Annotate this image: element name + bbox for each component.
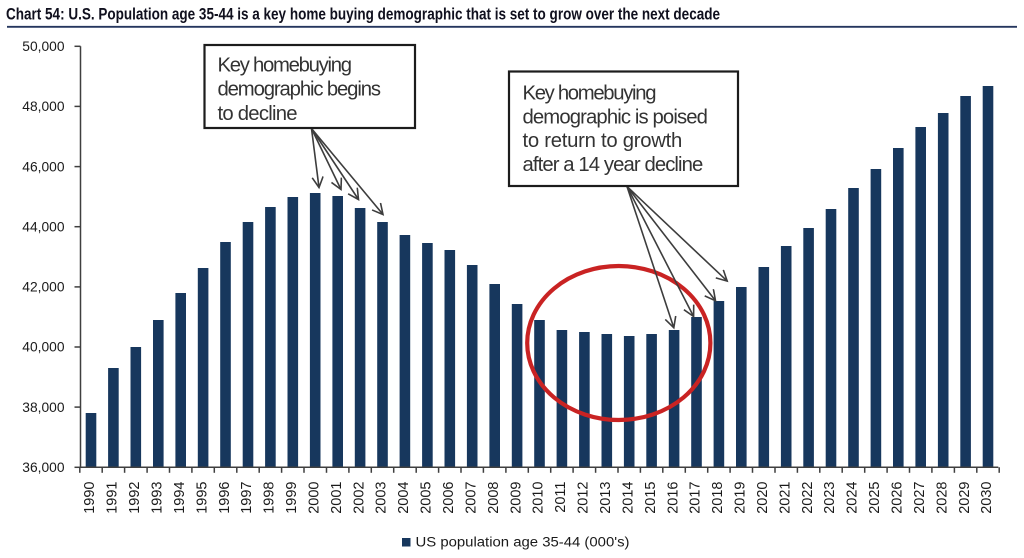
- svg-text:2016: 2016: [665, 482, 681, 514]
- svg-text:2028: 2028: [934, 482, 950, 514]
- svg-text:2019: 2019: [733, 482, 749, 514]
- svg-text:to return to growth: to return to growth: [523, 130, 683, 152]
- svg-text:2004: 2004: [396, 482, 412, 514]
- svg-text:46,000: 46,000: [22, 159, 65, 174]
- svg-text:2029: 2029: [957, 482, 973, 514]
- svg-text:2023: 2023: [822, 482, 838, 514]
- svg-text:2005: 2005: [419, 482, 435, 514]
- svg-text:2011: 2011: [553, 482, 569, 513]
- svg-text:1993: 1993: [150, 482, 166, 514]
- svg-text:2000: 2000: [306, 482, 322, 514]
- svg-text:2030: 2030: [979, 482, 995, 514]
- svg-text:US population age 35-44 (000's: US population age 35-44 (000's): [416, 535, 630, 551]
- svg-text:1990: 1990: [82, 482, 98, 514]
- svg-text:1994: 1994: [172, 482, 188, 514]
- svg-text:36,000: 36,000: [22, 460, 65, 475]
- svg-text:2024: 2024: [845, 482, 861, 514]
- svg-text:2006: 2006: [441, 482, 457, 514]
- svg-text:2008: 2008: [486, 482, 502, 514]
- svg-text:1992: 1992: [127, 482, 143, 514]
- svg-text:2003: 2003: [374, 482, 390, 514]
- svg-text:44,000: 44,000: [22, 219, 65, 234]
- svg-text:2012: 2012: [576, 482, 592, 514]
- svg-text:2001: 2001: [329, 482, 345, 514]
- svg-text:40,000: 40,000: [22, 340, 65, 355]
- svg-text:2002: 2002: [351, 482, 367, 514]
- svg-text:to decline: to decline: [218, 103, 298, 125]
- svg-text:demographic begins: demographic begins: [218, 79, 382, 101]
- svg-text:2013: 2013: [598, 482, 614, 514]
- svg-text:Key homebuying: Key homebuying: [218, 55, 353, 77]
- svg-text:1996: 1996: [217, 482, 233, 514]
- svg-text:42,000: 42,000: [22, 280, 65, 295]
- svg-text:2009: 2009: [508, 482, 524, 514]
- svg-text:1991: 1991: [105, 482, 121, 514]
- svg-text:2018: 2018: [710, 482, 726, 514]
- svg-text:after a 14 year decline: after a 14 year decline: [523, 154, 704, 176]
- svg-text:2020: 2020: [755, 482, 771, 514]
- svg-text:2022: 2022: [800, 482, 816, 514]
- svg-text:2015: 2015: [643, 482, 659, 514]
- svg-text:2027: 2027: [912, 482, 928, 514]
- svg-text:Chart 54: U.S. Population age: Chart 54: U.S. Population age 35-44 is a…: [6, 4, 720, 23]
- svg-text:2017: 2017: [688, 482, 704, 514]
- svg-text:1997: 1997: [239, 482, 255, 514]
- svg-text:1995: 1995: [194, 482, 210, 514]
- svg-text:2014: 2014: [620, 482, 636, 514]
- svg-text:50,000: 50,000: [22, 39, 65, 54]
- svg-text:2007: 2007: [463, 482, 479, 514]
- svg-text:1998: 1998: [262, 482, 278, 514]
- svg-text:2025: 2025: [867, 482, 883, 514]
- svg-text:38,000: 38,000: [22, 400, 65, 415]
- svg-text:2010: 2010: [531, 482, 547, 514]
- svg-text:48,000: 48,000: [22, 99, 65, 114]
- svg-text:1999: 1999: [284, 482, 300, 514]
- svg-text:2026: 2026: [890, 482, 906, 514]
- svg-text:demographic is poised: demographic is poised: [523, 106, 708, 128]
- svg-text:2021: 2021: [777, 482, 793, 514]
- svg-text:Key homebuying: Key homebuying: [523, 83, 657, 105]
